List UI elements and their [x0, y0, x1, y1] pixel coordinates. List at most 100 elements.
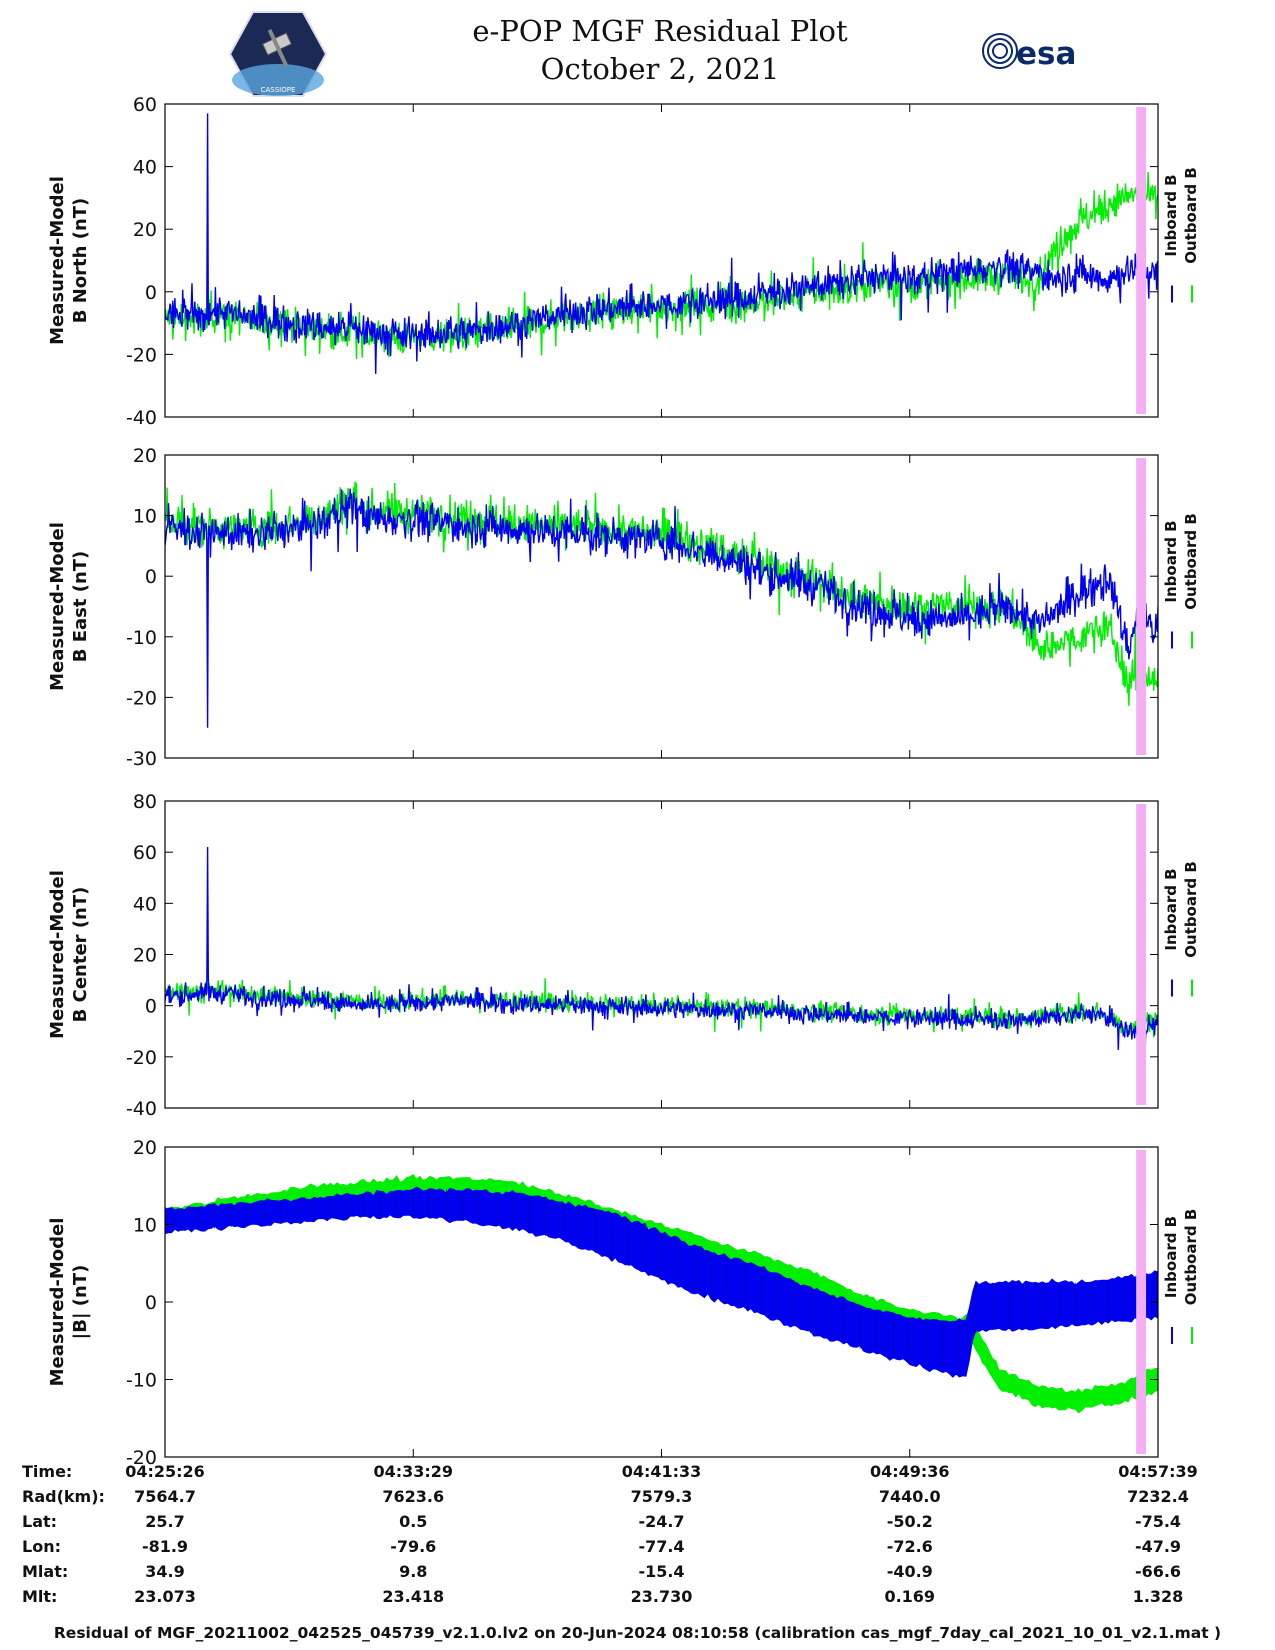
series-inboard-2	[165, 488, 1158, 728]
ephemeris-value: -72.6	[886, 1537, 933, 1556]
ephemeris-value: 34.9	[145, 1562, 185, 1581]
legend-label-outboard: Outboard B	[1182, 861, 1200, 958]
plot-area-1	[165, 107, 1158, 414]
y-axis-label-line1: Measured-Model	[47, 1218, 68, 1387]
ephemeris-value: -15.4	[638, 1562, 685, 1581]
ephemeris-value: 7579.3	[630, 1487, 693, 1506]
cassiope-satellite-logo: CASSIOPE	[228, 11, 328, 97]
plot-date: October 2, 2021	[540, 52, 780, 86]
y-axis-label-line1: Measured-Model	[47, 522, 68, 691]
ephemeris-value: -79.6	[390, 1537, 437, 1556]
ephemeris-row-label: Mlt:	[22, 1587, 58, 1606]
series-outboard-3	[165, 978, 1158, 1038]
ephemeris-value: -40.9	[886, 1562, 933, 1581]
plot-area-4	[165, 1150, 1158, 1454]
y-tick-label: 20	[133, 219, 157, 241]
legend-label-outboard: Outboard B	[1182, 513, 1200, 610]
esa-logo: esa	[982, 33, 1076, 72]
y-tick-label: 40	[133, 157, 157, 179]
y-tick-label: 10	[133, 506, 157, 528]
ephemeris-value: 1.328	[1132, 1587, 1184, 1606]
chart-panel-4: 20 10 0 -10 -20 Measured-Model |B| (nT) Inboard…	[47, 1137, 1200, 1469]
ephemeris-value: 7232.4	[1127, 1487, 1189, 1506]
ephemeris-value: -24.7	[638, 1512, 685, 1531]
legend-label-inboard: Inboard B	[1162, 174, 1180, 256]
legend-label-inboard: Inboard B	[1162, 868, 1180, 950]
ephemeris-value: 0.5	[399, 1512, 428, 1531]
ephemeris-value: 23.073	[134, 1587, 196, 1606]
highlight-bar-3	[1136, 804, 1147, 1105]
ephemeris-value: 04:49:36	[869, 1462, 950, 1481]
ephemeris-value: 04:25:26	[125, 1462, 205, 1481]
ephemeris-row-label: Mlat:	[22, 1562, 69, 1581]
ephemeris-value: -75.4	[1134, 1512, 1182, 1531]
ephemeris-value: 25.7	[145, 1512, 185, 1531]
y-tick-label: -20	[126, 1047, 157, 1069]
y-axis-label-line2: |B| (nT)	[70, 1265, 91, 1340]
ephemeris-value: -50.2	[886, 1512, 933, 1531]
chart-panel-2: 20 10 0 -10 -20 -30 Measured-Model B East (nT) I…	[47, 445, 1200, 770]
y-axis-label-line2: B North (nT)	[70, 198, 91, 324]
cassiope-logo-text: CASSIOPE	[261, 86, 296, 94]
y-tick-label: 20	[133, 445, 157, 467]
legend-label-outboard: Outboard B	[1182, 1209, 1200, 1306]
y-tick-label: 0	[145, 1292, 157, 1314]
ephemeris-row-label: Lat:	[22, 1512, 58, 1531]
y-tick-label: -40	[126, 1098, 157, 1120]
y-tick-label: 80	[133, 791, 157, 813]
y-tick-label: -20	[126, 344, 157, 366]
footer-caption: Residual of MGF_20211002_042525_045739_v…	[53, 1624, 1222, 1642]
y-tick-label: 10	[133, 1215, 157, 1237]
ephemeris-value: 23.418	[382, 1587, 445, 1606]
ephemeris-value: 7623.6	[382, 1487, 445, 1506]
chart-panel-3: 80 60 40 20 0 -20 -40 Measured-Model B Center (n…	[47, 791, 1200, 1120]
ephemeris-value: 23.730	[630, 1587, 693, 1606]
series-inboard-1	[165, 113, 1158, 374]
y-tick-label: 0	[145, 566, 157, 588]
legend-label-inboard: Inboard B	[1162, 1216, 1180, 1298]
y-axis-label-line2: B East (nT)	[70, 551, 91, 663]
highlight-bar-2	[1136, 458, 1147, 755]
y-tick-label: 0	[145, 282, 157, 304]
y-axis-label-line2: B Center (nT)	[70, 887, 91, 1023]
y-axis-label-line1: Measured-Model	[47, 176, 68, 345]
y-tick-label: 60	[133, 842, 157, 864]
ephemeris-value: -81.9	[141, 1537, 189, 1556]
axes-box-3	[164, 800, 1159, 1109]
ephemeris-row-label: Time:	[22, 1462, 73, 1481]
highlight-bar-4	[1136, 1150, 1147, 1454]
ephemeris-value: -47.9	[1134, 1537, 1182, 1556]
ephemeris-value: -66.6	[1134, 1562, 1182, 1581]
chart-panel-1: 60 40 20 0 -20 -40 Measured-Model B North (nT) I…	[47, 94, 1200, 429]
y-tick-label: 20	[133, 1137, 157, 1159]
y-tick-label: 20	[133, 945, 157, 967]
ephemeris-value: 04:57:39	[1118, 1462, 1198, 1481]
y-tick-label: 60	[133, 94, 157, 116]
ephemeris-value: 04:33:29	[373, 1462, 454, 1481]
legend-label-outboard: Outboard B	[1182, 167, 1200, 264]
y-tick-label: -20	[126, 687, 157, 709]
y-tick-label: -10	[126, 1370, 157, 1392]
axes-box-2	[164, 454, 1159, 759]
ephemeris-value: 04:41:33	[621, 1462, 702, 1481]
ephemeris-value: 7440.0	[878, 1487, 941, 1506]
ephemeris-row-label: Lon:	[22, 1537, 61, 1556]
plot-title: e-POP MGF Residual Plot	[472, 14, 848, 48]
ephemeris-value: -77.4	[638, 1537, 685, 1556]
ephemeris-value: 7564.7	[134, 1487, 196, 1506]
y-axis-label-line1: Measured-Model	[47, 870, 68, 1039]
y-tick-label: -30	[126, 748, 157, 770]
plot-area-2	[165, 458, 1158, 755]
ephemeris-value: 0.169	[884, 1587, 936, 1606]
y-tick-label: -40	[126, 407, 157, 429]
y-tick-label: -20	[126, 1447, 157, 1469]
legend-label-inboard: Inboard B	[1162, 520, 1180, 602]
y-tick-label: 40	[133, 893, 157, 915]
y-tick-label: -10	[126, 627, 157, 649]
ephemeris-value: 9.8	[399, 1562, 428, 1581]
series-outboard-2	[165, 481, 1158, 706]
highlight-bar-1	[1136, 107, 1147, 414]
esa-logo-text: esa	[1016, 36, 1076, 72]
y-tick-label: 0	[145, 996, 157, 1018]
